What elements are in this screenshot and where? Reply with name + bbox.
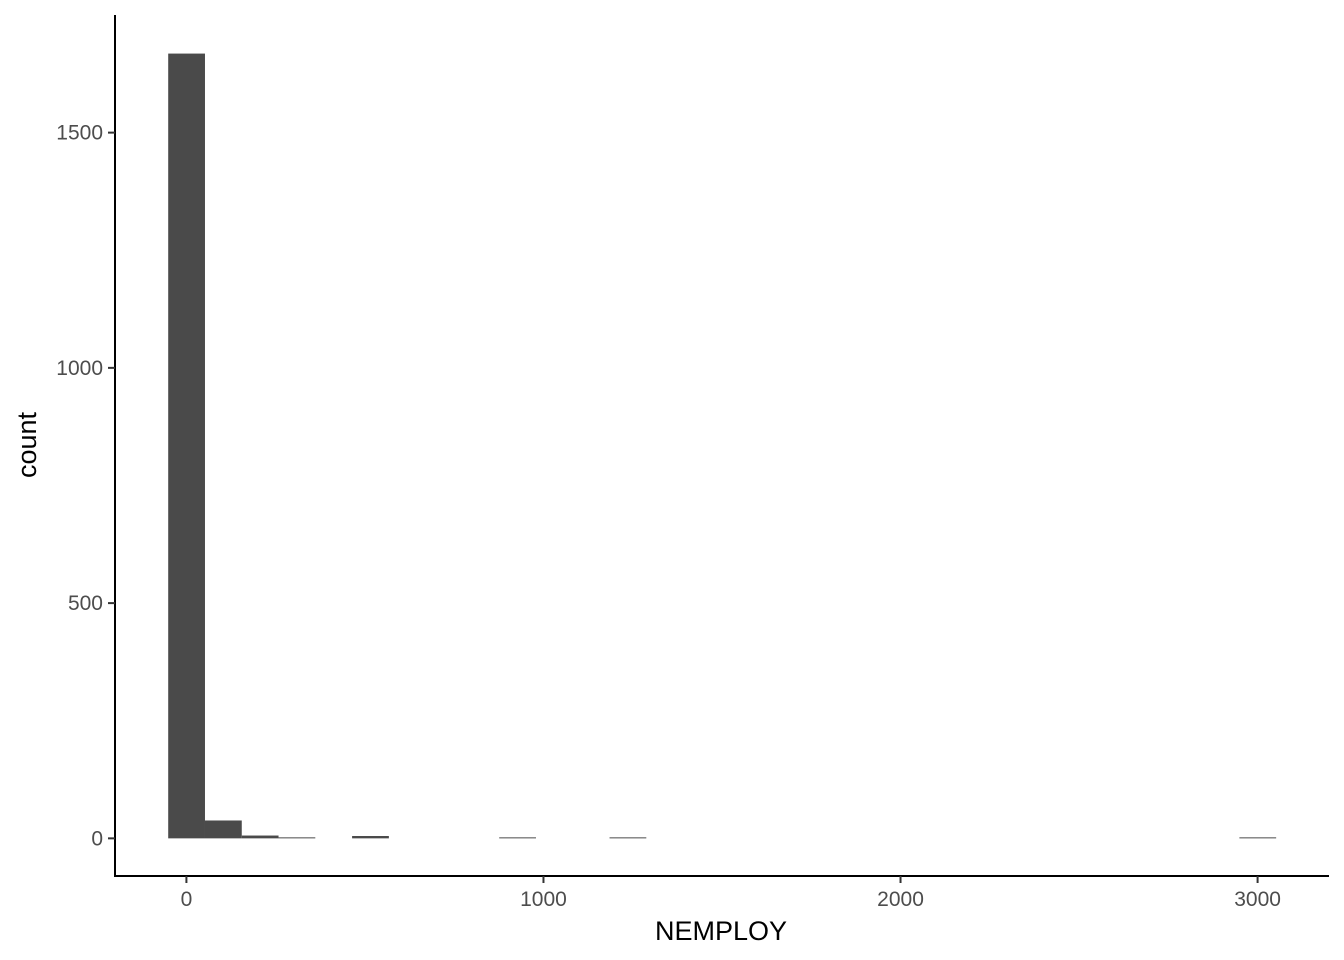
y-axis-title: count: [12, 411, 42, 478]
histogram-bar-0: [168, 53, 205, 839]
x-tick-label: 2000: [877, 888, 924, 911]
x-tick-label: 0: [181, 888, 193, 911]
histogram-bar-2: [241, 835, 279, 839]
x-tick-label: 1000: [520, 888, 567, 911]
histogram-bar-5: [499, 837, 536, 839]
x-axis-title: NEMPLOY: [655, 916, 787, 946]
histogram-bar-6: [609, 837, 647, 839]
histogram-bar-7: [1239, 837, 1277, 839]
histogram-bar-4: [352, 836, 389, 839]
x-ticks: 0 1000 2000 3000: [181, 876, 1281, 911]
y-ticks: 0 500 1000 1500: [56, 122, 115, 850]
histogram-bar-3: [278, 837, 316, 839]
y-tick-label: 0: [91, 827, 103, 850]
x-tick-label: 3000: [1234, 888, 1281, 911]
y-tick-label: 500: [68, 592, 103, 615]
y-tick-label: 1000: [56, 357, 103, 380]
y-tick-label: 1500: [56, 122, 103, 145]
bars: [168, 53, 1277, 839]
histogram-bar-1: [204, 820, 242, 839]
